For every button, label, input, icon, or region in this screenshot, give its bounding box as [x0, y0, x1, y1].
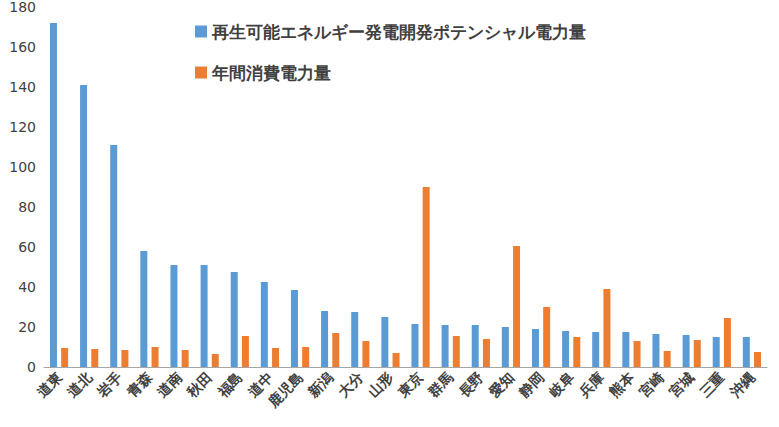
svg-text:東京: 東京: [394, 369, 426, 401]
svg-text:道中: 道中: [244, 369, 276, 401]
svg-text:岐阜: 岐阜: [546, 369, 577, 400]
svg-text:道東: 道東: [34, 369, 66, 401]
svg-text:再生可能エネルギー発電開発ポテンシャル電力量: 再生可能エネルギー発電開発ポテンシャル電力量: [211, 22, 586, 42]
svg-text:秋田: 秋田: [184, 369, 216, 401]
svg-text:沖縄: 沖縄: [726, 369, 758, 401]
svg-text:長野: 長野: [455, 369, 487, 401]
svg-text:60: 60: [18, 239, 36, 255]
svg-text:山形: 山形: [365, 369, 396, 400]
svg-text:80: 80: [18, 199, 36, 215]
svg-text:岩手: 岩手: [93, 369, 125, 401]
svg-text:宮城: 宮城: [666, 369, 697, 400]
svg-text:180: 180: [9, 0, 36, 15]
svg-text:静岡: 静岡: [515, 369, 547, 401]
svg-text:40: 40: [18, 279, 36, 295]
svg-text:鹿児島: 鹿児島: [264, 369, 306, 411]
svg-text:青森: 青森: [123, 369, 156, 402]
svg-text:熊本: 熊本: [606, 369, 638, 401]
svg-text:大分: 大分: [335, 369, 367, 401]
svg-text:100: 100: [9, 159, 36, 175]
svg-text:兵庫: 兵庫: [575, 369, 607, 401]
svg-text:0: 0: [27, 359, 36, 375]
svg-text:三重: 三重: [696, 369, 727, 400]
svg-text:愛知: 愛知: [485, 369, 516, 400]
svg-text:群馬: 群馬: [425, 369, 457, 401]
svg-text:宮崎: 宮崎: [636, 369, 667, 400]
svg-text:20: 20: [18, 319, 36, 335]
svg-text:福島: 福島: [214, 369, 246, 401]
svg-text:道北: 道北: [64, 369, 96, 401]
svg-text:年間消費電力量: 年間消費電力量: [211, 63, 331, 83]
svg-text:新潟: 新潟: [304, 369, 336, 401]
svg-text:道南: 道南: [154, 369, 185, 400]
svg-text:120: 120: [9, 119, 36, 135]
svg-text:140: 140: [9, 79, 36, 95]
svg-text:160: 160: [9, 39, 36, 55]
